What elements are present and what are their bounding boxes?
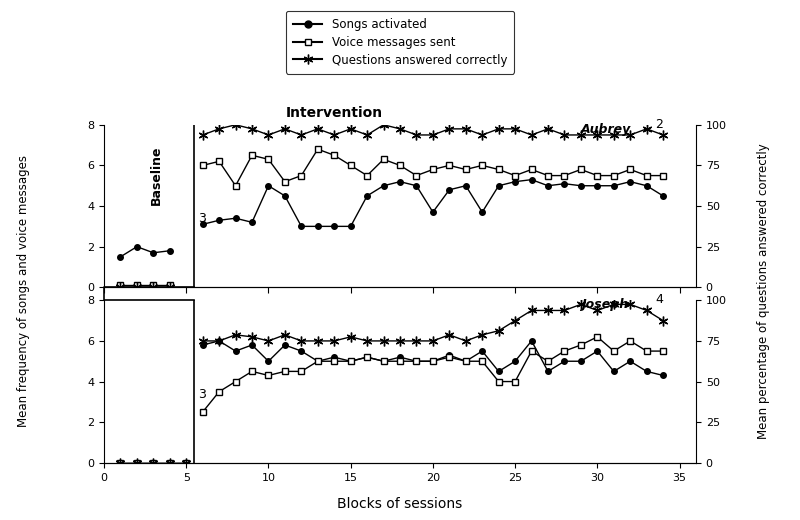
Text: 4: 4 [655, 293, 662, 306]
Text: 2: 2 [655, 118, 662, 131]
Text: 3: 3 [198, 388, 206, 401]
Text: Mean percentage of questions answered correctly: Mean percentage of questions answered co… [758, 144, 770, 439]
Text: Joseph: Joseph [581, 298, 628, 311]
Text: Intervention: Intervention [286, 106, 382, 120]
Text: Baseline: Baseline [150, 146, 163, 205]
Text: Blocks of sessions: Blocks of sessions [338, 498, 462, 511]
Legend: Songs activated, Voice messages sent, Questions answered correctly: Songs activated, Voice messages sent, Qu… [286, 11, 514, 74]
Text: Mean frequency of songs and voice messages: Mean frequency of songs and voice messag… [18, 155, 30, 427]
Text: 3: 3 [198, 212, 206, 225]
Text: Aubrey: Aubrey [581, 123, 631, 136]
